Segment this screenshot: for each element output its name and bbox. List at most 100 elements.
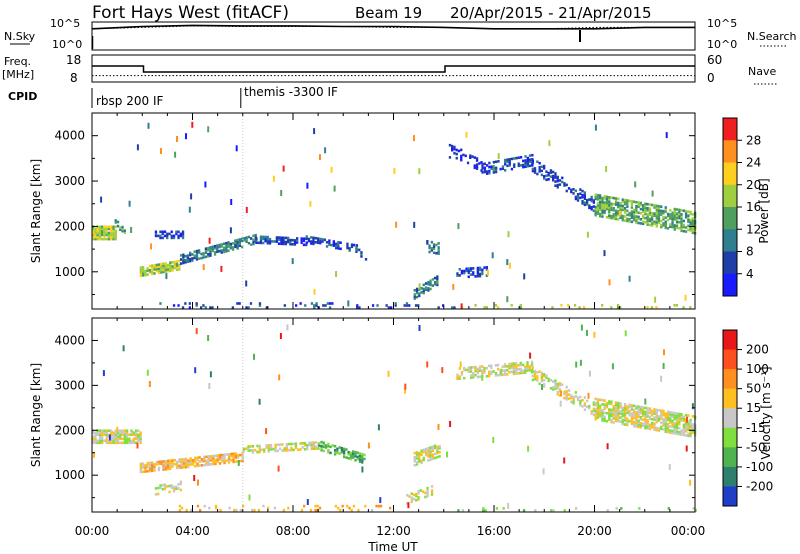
data-point [191,259,194,262]
data-point [512,372,516,376]
data-point [322,443,325,447]
data-point [182,466,185,469]
data-point [146,369,149,376]
data-point [495,168,498,172]
data-point [268,242,272,245]
data-point [92,235,95,239]
data-point [538,370,541,373]
data-point [151,266,154,270]
data-point [306,445,309,449]
data-point [646,221,649,224]
data-point [596,198,600,201]
data-point [469,376,473,379]
data-point [424,449,428,453]
data-point [691,415,694,418]
data-point [101,237,104,241]
data-point [289,238,292,242]
data-point [161,230,164,234]
data-point [581,200,584,203]
data-point [651,224,654,227]
data-point [644,426,647,430]
data-point [666,218,670,222]
data-point [223,461,226,465]
data-point [101,437,104,441]
data-point [691,423,694,426]
data-point [590,195,593,199]
data-point [675,414,679,417]
data-point [114,437,117,441]
data-point [608,400,611,403]
data-point [245,447,248,450]
data-point [626,411,629,415]
data-point [687,426,690,429]
data-point [276,449,279,453]
data-point [252,240,255,244]
data-point [612,405,615,408]
data-point [303,448,307,451]
data-point [175,487,178,491]
data-point [508,158,511,161]
data-point [193,475,196,481]
data-point [166,263,170,267]
data-point [657,415,661,418]
data-point [415,463,419,466]
data-point [581,193,584,197]
data-point [343,451,346,455]
data-point [617,407,620,411]
data-point [121,441,124,445]
data-point [187,463,190,467]
data-point [626,419,629,423]
data-point [101,429,104,432]
data-point [675,430,679,433]
data-point [662,413,665,417]
data-point [455,156,458,160]
data-point [451,146,454,150]
data-point [635,221,638,224]
data-point [657,211,661,214]
data-point [637,405,640,408]
data-point [303,443,307,447]
data-point [556,185,559,189]
data-point [96,439,99,443]
data-point [563,184,566,187]
data-point [169,265,172,269]
data-point [310,302,314,305]
data-point [434,456,437,460]
data-point [579,196,582,200]
data-point [213,244,217,248]
data-point [241,451,244,455]
data-point [533,377,537,381]
data-point [648,209,652,213]
data-point [601,398,604,402]
data-point [101,229,104,233]
data-point [639,222,642,225]
data-point [123,231,126,234]
data-point [98,237,102,241]
data-point [277,236,281,239]
data-point [301,446,304,449]
data-point [185,461,188,465]
data-point [635,415,638,418]
data-point [262,504,265,508]
data-point [678,412,681,416]
data-point [626,405,629,408]
data-point [172,234,176,238]
data-point [476,274,479,278]
data-point [313,304,316,307]
data-point [415,287,419,291]
data-point [646,423,649,426]
data-point [154,230,158,234]
data-point [260,448,264,452]
data-point [485,366,488,370]
data-point [238,244,241,247]
data-point [169,459,172,462]
data-point [146,463,149,467]
data-point [475,159,479,162]
data-point [563,182,566,185]
data-point [258,446,261,450]
data-point [415,457,419,460]
data-point [317,306,320,309]
data-point [543,379,546,382]
data-point [151,465,154,468]
